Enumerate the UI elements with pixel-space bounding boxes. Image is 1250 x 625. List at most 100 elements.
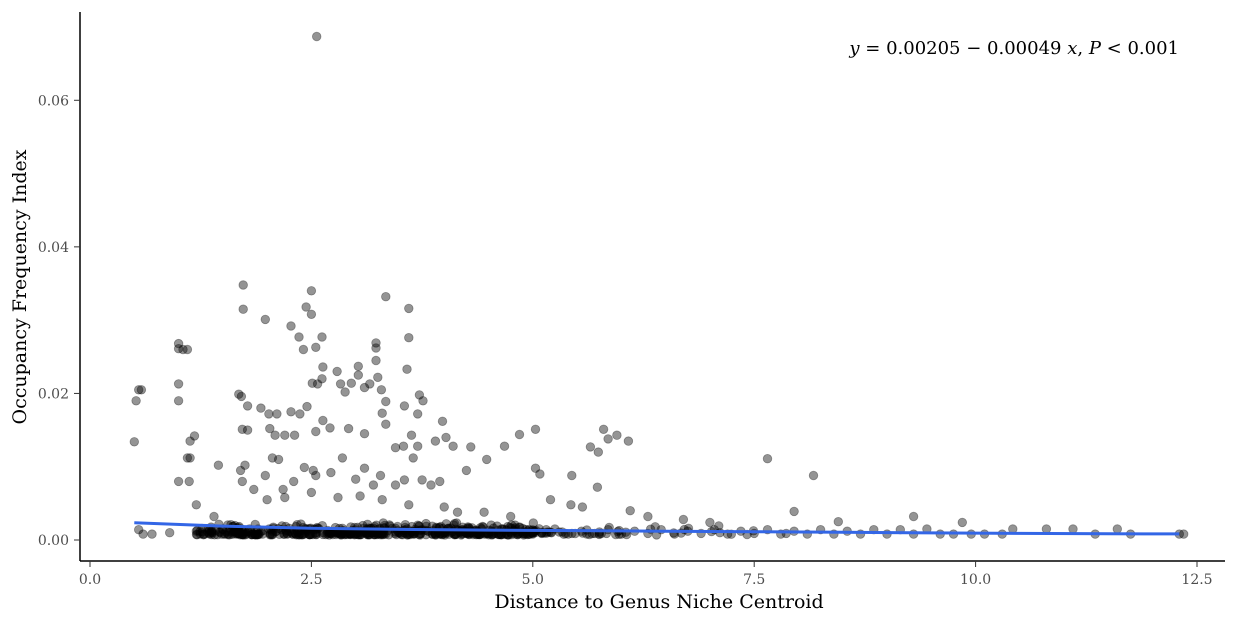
data-point	[325, 423, 335, 433]
data-point	[908, 511, 919, 522]
data-point	[598, 424, 609, 435]
data-point	[228, 528, 238, 538]
data-point	[227, 529, 238, 540]
data-point	[789, 506, 799, 517]
data-point	[333, 492, 343, 503]
data-point	[371, 343, 381, 353]
data-point	[231, 529, 241, 539]
data-point	[340, 530, 350, 540]
data-point	[289, 430, 300, 440]
data-point	[237, 476, 248, 487]
data-point	[253, 529, 264, 539]
data-point	[249, 484, 259, 495]
data-point	[381, 419, 391, 429]
data-point	[368, 480, 379, 490]
data-point	[173, 379, 184, 389]
data-point	[235, 465, 246, 476]
data-point	[129, 437, 140, 447]
data-point	[577, 502, 588, 512]
data-point	[528, 518, 539, 528]
data-point	[302, 401, 312, 412]
data-point	[191, 500, 202, 510]
data-point	[623, 436, 634, 446]
data-point	[304, 530, 315, 540]
regression-line	[134, 521, 1180, 536]
data-point	[250, 530, 261, 540]
data-point	[376, 385, 387, 395]
data-point	[280, 430, 290, 440]
data-point	[567, 470, 577, 481]
data-point	[466, 442, 476, 452]
data-point	[215, 527, 226, 538]
data-point	[324, 528, 334, 539]
data-point	[252, 530, 262, 540]
data-point	[365, 379, 375, 389]
data-point	[239, 530, 249, 540]
data-point	[1068, 524, 1078, 534]
data-point	[957, 517, 968, 528]
data-point	[643, 511, 653, 522]
data-point	[195, 529, 205, 539]
data-point	[406, 430, 417, 440]
data-point	[311, 529, 322, 540]
data-point	[288, 529, 298, 539]
data-point	[258, 529, 268, 539]
data-point	[530, 424, 541, 435]
data-point	[252, 529, 262, 539]
data-point	[414, 390, 425, 400]
data-point	[373, 372, 383, 383]
data-point	[235, 530, 245, 540]
data-point	[417, 475, 427, 485]
data-point	[233, 529, 243, 539]
data-point	[185, 436, 195, 446]
data-point	[173, 476, 184, 487]
data-point	[321, 529, 331, 540]
data-point	[426, 480, 436, 490]
data-point	[204, 529, 215, 539]
data-point	[216, 529, 227, 539]
data-point	[353, 361, 364, 372]
data-point	[214, 527, 225, 537]
annotation-equation: = 0.00205 − 0.00049	[860, 38, 1068, 59]
data-point	[209, 530, 220, 540]
data-point	[289, 476, 299, 487]
data-point	[274, 529, 285, 540]
data-point	[197, 527, 208, 537]
annotation-separator: ,	[1077, 38, 1088, 59]
data-point	[250, 530, 260, 540]
data-point	[298, 344, 309, 355]
data-point	[288, 529, 298, 539]
data-point	[762, 454, 773, 464]
data-point	[291, 529, 301, 539]
data-point	[247, 529, 257, 540]
data-point	[267, 529, 278, 539]
data-point	[306, 309, 317, 320]
data-point	[398, 441, 409, 451]
annotation-y-var: y	[848, 38, 860, 59]
data-point	[260, 470, 271, 481]
data-point	[242, 425, 253, 435]
data-point	[530, 463, 541, 473]
data-point	[282, 529, 292, 539]
data-point	[377, 495, 387, 505]
x-tick-label: 5.0	[522, 572, 544, 588]
data-point	[234, 529, 245, 539]
data-point	[408, 453, 418, 463]
data-point	[247, 530, 257, 540]
data-point	[418, 396, 428, 406]
data-point	[195, 527, 205, 537]
data-point	[303, 529, 314, 539]
data-point	[535, 469, 545, 479]
data-point	[327, 529, 338, 540]
data-point	[191, 526, 202, 536]
x-tick-label: 0.0	[79, 572, 101, 588]
x-tick-label: 12.5	[1181, 572, 1212, 588]
data-point	[223, 529, 233, 539]
data-point	[355, 530, 365, 540]
data-point	[199, 529, 210, 540]
data-point	[223, 530, 233, 540]
data-point	[265, 530, 275, 540]
data-point	[461, 465, 472, 476]
data-point	[439, 502, 449, 512]
